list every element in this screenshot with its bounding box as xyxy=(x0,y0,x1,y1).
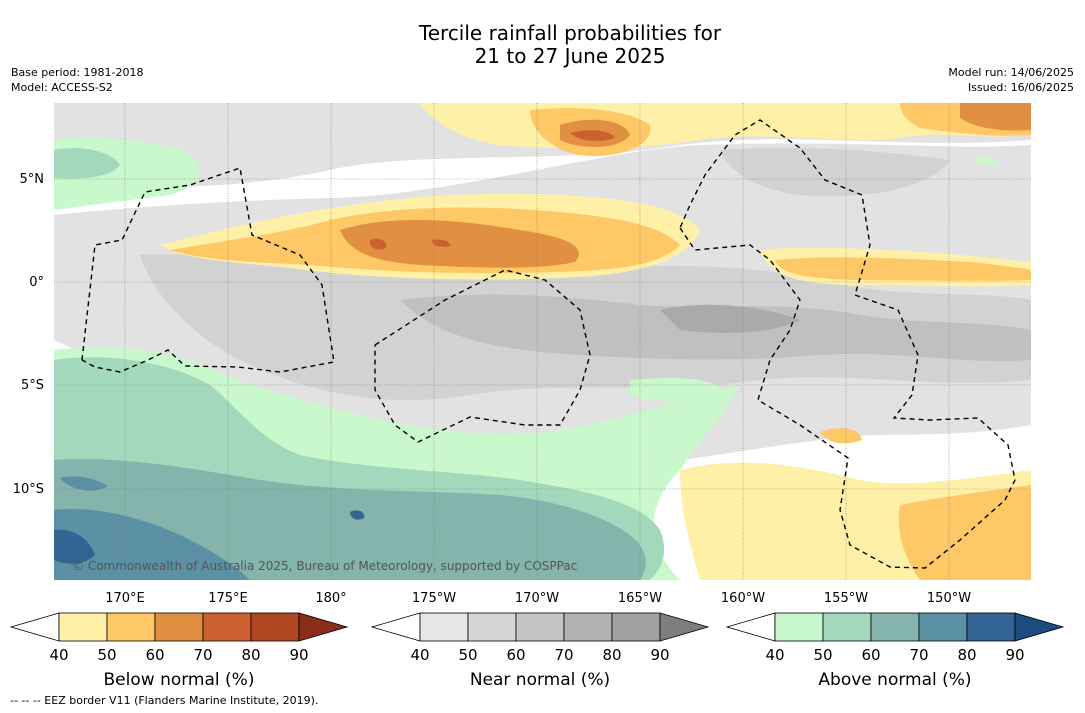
run-info: Model run: 14/06/2025 Issued: 16/06/2025 xyxy=(948,65,1074,95)
colorbar-segment xyxy=(870,612,920,642)
above-normal-south-80 xyxy=(54,510,365,564)
above-normal-south-70 xyxy=(54,476,250,580)
colorbar-segment xyxy=(154,612,204,642)
below-normal-north-60 xyxy=(560,103,1031,147)
lat-label-5s: 5°S xyxy=(21,378,44,393)
lon-label-160w: 160°W xyxy=(721,591,765,606)
lon-label-155w: 155°W xyxy=(824,591,868,606)
colorbar-tick-label: 90 xyxy=(289,646,308,664)
colorbar-extend-left xyxy=(370,612,421,642)
colorbar-segment xyxy=(774,612,824,642)
colorbar-segment xyxy=(966,612,1016,642)
above-normal-west-north-50 xyxy=(54,148,120,179)
above-normal-mid xyxy=(630,377,725,402)
lat-label-5n: 5°N xyxy=(20,172,45,187)
title-line-2: 21 to 27 June 2025 xyxy=(474,44,666,68)
colorbar-tick-label: 60 xyxy=(145,646,164,664)
colorbar-tick-label: 40 xyxy=(49,646,68,664)
colorbar-tick-label: 90 xyxy=(1005,646,1024,664)
lon-label-175e: 175°E xyxy=(208,591,248,606)
map-title: Tercile rainfall probabilities for 21 to… xyxy=(0,22,1085,68)
model-info: Base period: 1981-2018 Model: ACCESS-S2 xyxy=(11,65,143,95)
colorbar-tick-label: 60 xyxy=(861,646,880,664)
near-normal-70 xyxy=(660,304,800,333)
below-normal-east-equator-50 xyxy=(775,257,1031,281)
colorbar-extend-left xyxy=(9,612,60,642)
model-run-date: Model run: 14/06/2025 xyxy=(948,66,1074,79)
title-line-1: Tercile rainfall probabilities for xyxy=(418,21,722,45)
below-normal-equator-70 xyxy=(369,238,451,250)
colorbar-tick-label: 80 xyxy=(957,646,976,664)
colorbar-title: Near normal (%) xyxy=(470,670,610,690)
colorbar-segment xyxy=(467,612,517,642)
lat-label-0: 0° xyxy=(29,275,44,290)
colorbar-tick-label: 40 xyxy=(765,646,784,664)
colorbar-above-normal: 40 50 60 70 80 90 Above normal (%) xyxy=(725,612,1065,690)
colorbar-tick-label: 60 xyxy=(506,646,525,664)
colorbar-extend-left xyxy=(725,612,776,642)
colorbar-title: Above normal (%) xyxy=(818,670,971,690)
below-normal-equator-60 xyxy=(340,219,579,268)
base-period: Base period: 1981-2018 xyxy=(11,66,144,79)
probability-fields xyxy=(54,103,1031,580)
colorbar-tick-label: 80 xyxy=(602,646,621,664)
colorbar-segment xyxy=(250,612,300,642)
colorbar-tick-label: 90 xyxy=(650,646,669,664)
colorbar-near-normal: 40 50 60 70 80 90 Near normal (%) xyxy=(370,612,710,690)
colorbar-tick-label: 70 xyxy=(554,646,573,664)
colorbar-segment xyxy=(106,612,156,642)
model-name: Model: ACCESS-S2 xyxy=(11,81,113,94)
colorbar-segment xyxy=(58,612,108,642)
colorbar-below-normal: 40 50 60 70 80 90 Below normal (%) xyxy=(9,612,349,690)
colorbar-tick-label: 50 xyxy=(458,646,477,664)
issued-date: Issued: 16/06/2025 xyxy=(967,81,1074,94)
eez-borders xyxy=(81,119,1016,569)
below-normal-east-patch xyxy=(820,428,862,444)
colorbar-extend-right xyxy=(659,612,710,642)
near-normal-north-50 xyxy=(720,148,950,197)
lon-label-170e: 170°E xyxy=(105,591,145,606)
lon-label-175w: 175°W xyxy=(412,591,456,606)
above-normal-east-north xyxy=(975,156,997,166)
below-normal-north-70 xyxy=(570,130,615,141)
colorbar-extend-right xyxy=(298,612,349,642)
below-normal-southeast-50 xyxy=(898,485,1031,580)
lon-label-180: 180° xyxy=(315,591,346,606)
colorbar-segment xyxy=(563,612,613,642)
colorbar-tick-label: 70 xyxy=(909,646,928,664)
graticule xyxy=(54,103,1031,580)
colorbar-title: Below normal (%) xyxy=(104,670,255,690)
colorbar-tick-label: 40 xyxy=(410,646,429,664)
below-normal-north-50 xyxy=(530,103,1031,156)
lon-label-150w: 150°W xyxy=(927,591,971,606)
lon-label-165w: 165°W xyxy=(618,591,662,606)
colorbar-segment xyxy=(822,612,872,642)
colorbar-tick-label: 50 xyxy=(813,646,832,664)
colorbar-segment xyxy=(611,612,661,642)
colorbar-segment xyxy=(918,612,968,642)
lon-label-170w: 170°W xyxy=(515,591,559,606)
colorbar-tick-label: 50 xyxy=(97,646,116,664)
colorbar-segment xyxy=(419,612,469,642)
colorbar-extend-right xyxy=(1014,612,1065,642)
colorbar-segment xyxy=(515,612,565,642)
colorbar-tick-label: 80 xyxy=(241,646,260,664)
colorbar-segment xyxy=(202,612,252,642)
lat-label-10s: 10°S xyxy=(13,482,44,497)
copyright-notice: © Commonwealth of Australia 2025, Bureau… xyxy=(72,559,577,573)
colorbar-tick-label: 70 xyxy=(193,646,212,664)
eez-note: -- -- -- EEZ border V11 (Flanders Marine… xyxy=(10,694,319,707)
